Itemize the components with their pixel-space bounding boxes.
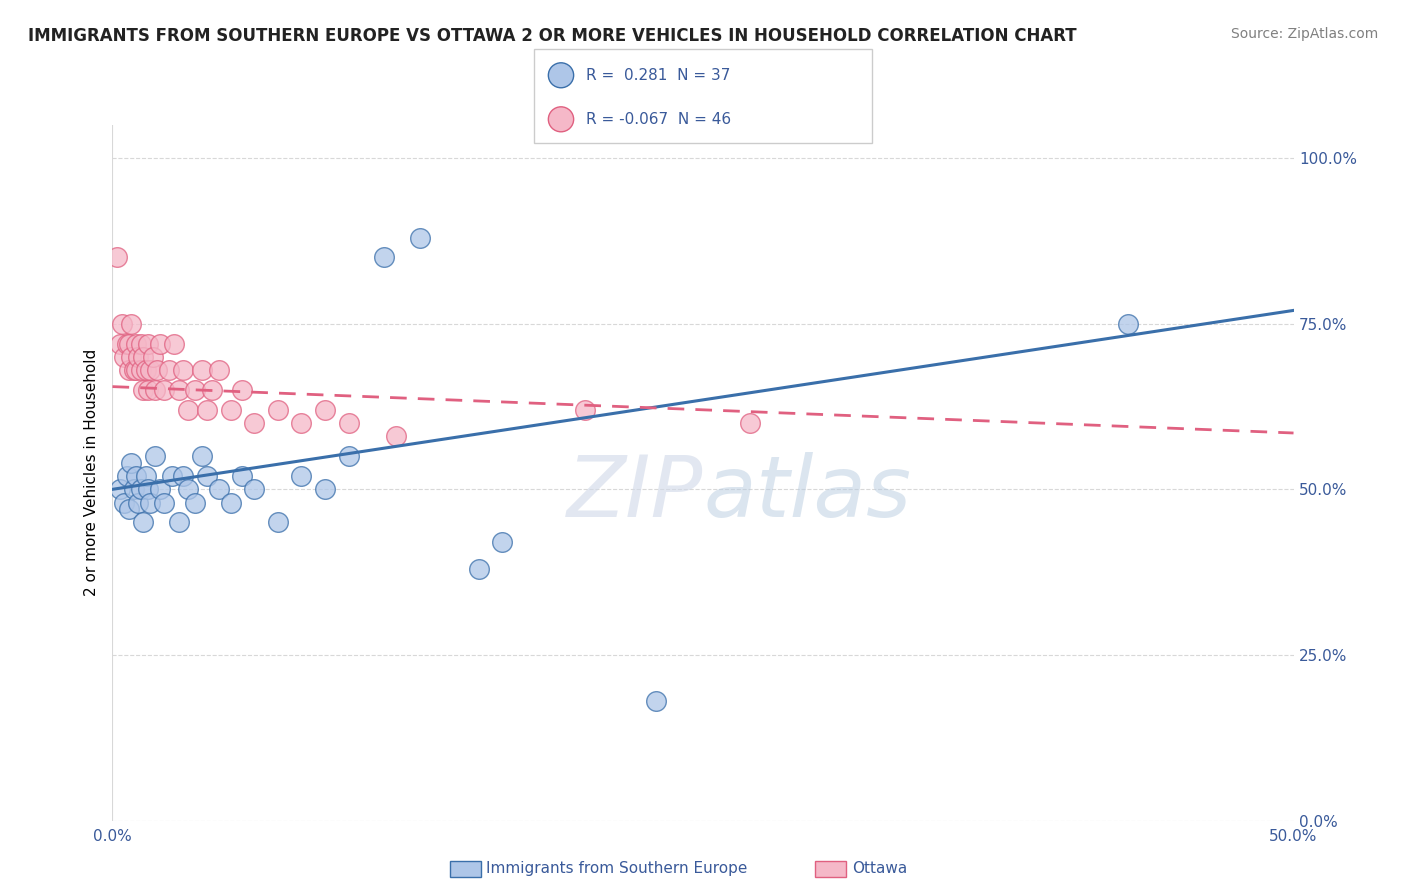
Text: atlas: atlas [703, 452, 911, 535]
Point [314, 483, 336, 497]
Point [118, 336, 141, 351]
Text: ZIP: ZIP [567, 452, 703, 535]
Point [167, 516, 190, 530]
Point [139, 363, 162, 377]
Point [267, 402, 290, 417]
Point [142, 350, 165, 364]
Text: Ottawa: Ottawa [852, 862, 907, 876]
Point [1116, 317, 1139, 331]
Point [120, 350, 142, 364]
Point [191, 363, 214, 377]
Point [184, 383, 207, 397]
Point [373, 251, 395, 265]
Point [167, 383, 190, 397]
Point [267, 516, 290, 530]
Point [408, 230, 430, 244]
Point [132, 516, 155, 530]
Point [314, 402, 336, 417]
Point [143, 449, 166, 463]
Point [118, 363, 141, 377]
Point [219, 495, 242, 509]
Point [184, 495, 207, 509]
Point [195, 469, 218, 483]
Text: Source: ZipAtlas.com: Source: ZipAtlas.com [1230, 27, 1378, 41]
Y-axis label: 2 or more Vehicles in Household: 2 or more Vehicles in Household [83, 349, 98, 597]
Point [111, 317, 134, 331]
Text: R =  0.281  N = 37: R = 0.281 N = 37 [586, 68, 731, 83]
Point [108, 483, 131, 497]
Point [644, 694, 666, 708]
Point [172, 363, 194, 377]
Text: IMMIGRANTS FROM SOUTHERN EUROPE VS OTTAWA 2 OR MORE VEHICLES IN HOUSEHOLD CORREL: IMMIGRANTS FROM SOUTHERN EUROPE VS OTTAW… [28, 27, 1077, 45]
Point [740, 416, 762, 430]
Point [163, 336, 186, 351]
Point [135, 469, 157, 483]
Point [337, 449, 360, 463]
Point [120, 456, 142, 470]
Point [129, 483, 152, 497]
Point [201, 383, 224, 397]
Point [160, 469, 183, 483]
Point [125, 469, 148, 483]
Point [467, 562, 489, 576]
Point [243, 483, 266, 497]
Point [149, 336, 172, 351]
Point [135, 363, 157, 377]
Point [219, 402, 242, 417]
Point [129, 363, 152, 377]
Point [574, 402, 596, 417]
Point [122, 483, 145, 497]
Point [129, 336, 152, 351]
Point [136, 483, 159, 497]
Point [112, 350, 135, 364]
Point [112, 495, 135, 509]
Point [491, 535, 513, 549]
Point [136, 336, 159, 351]
Point [177, 483, 200, 497]
Point [118, 502, 141, 516]
Point [115, 469, 138, 483]
Point [153, 383, 176, 397]
Point [132, 350, 155, 364]
Point [120, 317, 142, 331]
Point [146, 363, 169, 377]
Point [243, 416, 266, 430]
Point [139, 495, 162, 509]
Point [149, 483, 172, 497]
Point [108, 336, 131, 351]
Text: Immigrants from Southern Europe: Immigrants from Southern Europe [486, 862, 748, 876]
Point [208, 363, 231, 377]
Point [231, 383, 253, 397]
Point [143, 383, 166, 397]
Point [385, 429, 408, 443]
Point [105, 251, 128, 265]
Point [337, 416, 360, 430]
Point [115, 336, 138, 351]
Point [125, 363, 148, 377]
Point [195, 402, 218, 417]
Point [172, 469, 194, 483]
Point [290, 469, 312, 483]
Point [153, 495, 176, 509]
Point [231, 469, 253, 483]
Point [290, 416, 312, 430]
Point [127, 495, 149, 509]
Point [136, 383, 159, 397]
Point [132, 383, 155, 397]
Point [177, 402, 200, 417]
Point [127, 350, 149, 364]
Point [191, 449, 214, 463]
Point [125, 336, 148, 351]
Text: R = -0.067  N = 46: R = -0.067 N = 46 [586, 112, 731, 127]
Point [208, 483, 231, 497]
Point [122, 363, 145, 377]
Point [157, 363, 180, 377]
